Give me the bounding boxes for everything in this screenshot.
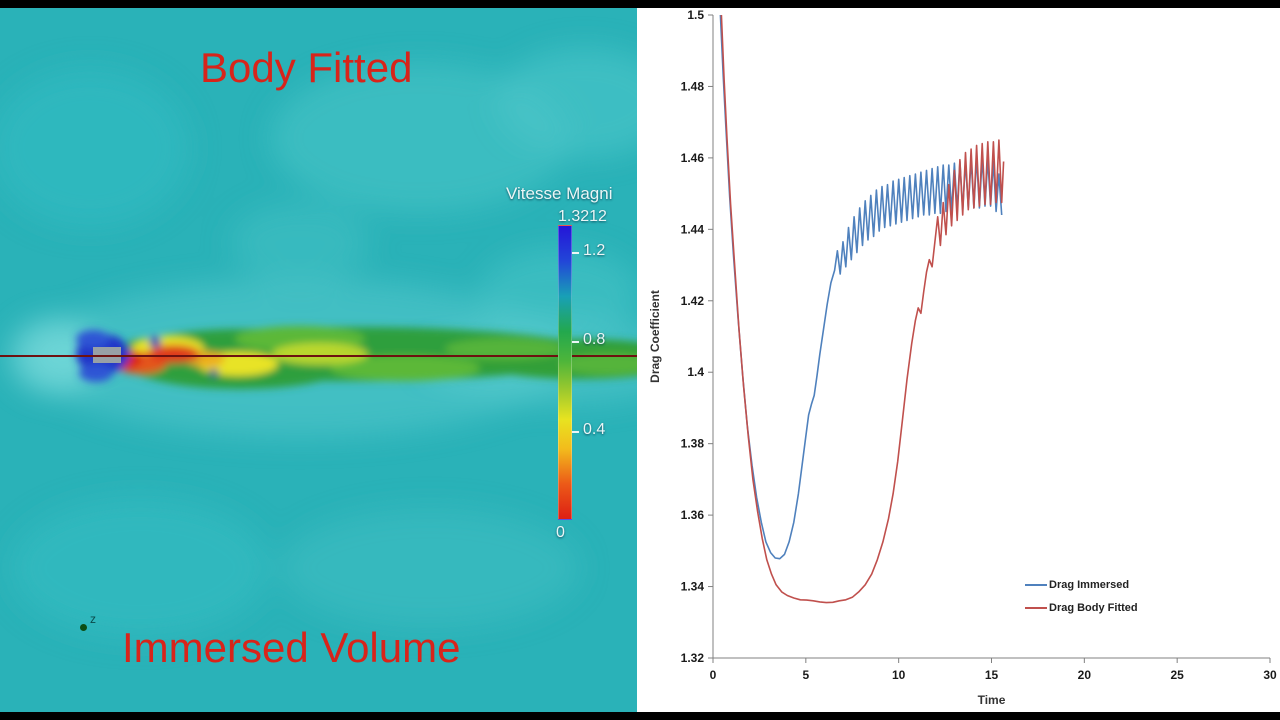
colorbar: Vitesse Magni 1.3212 1.2 0.8 0.4 0 xyxy=(506,184,637,564)
y-tick-label: 1.36 xyxy=(681,508,705,522)
colorbar-tick xyxy=(572,341,579,343)
colorbar-gradient xyxy=(558,225,572,520)
velocity-field-visualization xyxy=(0,8,637,712)
colorbar-tick-label: 0.4 xyxy=(583,421,606,438)
axis-orientation-marker: z xyxy=(78,612,108,636)
colorbar-tick xyxy=(572,252,579,254)
cfd-simulation-panel: Body Fitted Immersed Volume Vitesse Magn… xyxy=(0,8,637,712)
y-tick-label: 1.46 xyxy=(681,151,705,165)
x-tick-label: 5 xyxy=(802,668,809,682)
colorbar-min-label: 0 xyxy=(556,524,565,541)
x-tick-label: 15 xyxy=(985,668,999,682)
colorbar-max-label: 1.3212 xyxy=(558,208,607,225)
y-tick-label: 1.44 xyxy=(681,222,705,236)
z-axis-label: z xyxy=(90,612,96,626)
drag-coefficient-chart-panel: 1.32 1.34 1.36 1.38 1.4 1.42 1.44 1.46 1.48 1.5 0 5… xyxy=(637,8,1280,712)
y-tick-label: 1.42 xyxy=(681,294,705,308)
legend-entry-drag-body-fitted: Drag Body Fitted xyxy=(1025,602,1138,614)
y-tick-label: 1.48 xyxy=(681,79,705,93)
body-fitted-label: Body Fitted xyxy=(200,44,413,91)
y-tick-label: 1.5 xyxy=(687,8,704,22)
chart-legend: Drag Immersed Drag Body Fitted xyxy=(1025,579,1138,625)
line-chart: 1.32 1.34 1.36 1.38 1.4 1.42 1.44 1.46 1.48 1.5 0 5… xyxy=(648,8,1277,707)
y-axis-title: Drag Coefficient xyxy=(648,290,662,383)
colorbar-tick-label: 1.2 xyxy=(583,242,606,259)
colorbar-tick xyxy=(572,431,579,433)
series-line-drag-body-fitted xyxy=(720,14,1005,604)
x-tick-label: 10 xyxy=(892,668,906,682)
y-tick-label: 1.38 xyxy=(681,437,705,451)
legend-entry-drag-immersed: Drag Immersed xyxy=(1025,579,1138,591)
legend-label: Drag Immersed xyxy=(1049,579,1130,591)
legend-label: Drag Body Fitted xyxy=(1049,602,1138,614)
x-tick-label: 30 xyxy=(1263,668,1277,682)
colorbar-title: Vitesse Magni xyxy=(506,184,613,203)
x-tick-label: 25 xyxy=(1170,668,1184,682)
colorbar-tick-label: 0.8 xyxy=(583,331,606,348)
legend-line-sample xyxy=(1025,584,1047,586)
frame-content: Body Fitted Immersed Volume Vitesse Magn… xyxy=(0,8,1280,712)
y-tick-label: 1.32 xyxy=(681,651,705,665)
axis-origin-dot xyxy=(80,624,87,631)
wake-region xyxy=(76,326,637,389)
x-tick-label: 20 xyxy=(1078,668,1092,682)
y-tick-label: 1.34 xyxy=(681,580,705,594)
background-flow-blobs xyxy=(0,48,637,638)
immersed-volume-label: Immersed Volume xyxy=(122,624,461,671)
x-axis-title: Time xyxy=(978,693,1006,707)
x-tick-label: 0 xyxy=(710,668,717,682)
legend-line-sample xyxy=(1025,607,1047,609)
y-tick-label: 1.4 xyxy=(687,365,704,379)
centerline xyxy=(0,355,637,357)
series-line-drag-immersed xyxy=(719,14,1003,560)
